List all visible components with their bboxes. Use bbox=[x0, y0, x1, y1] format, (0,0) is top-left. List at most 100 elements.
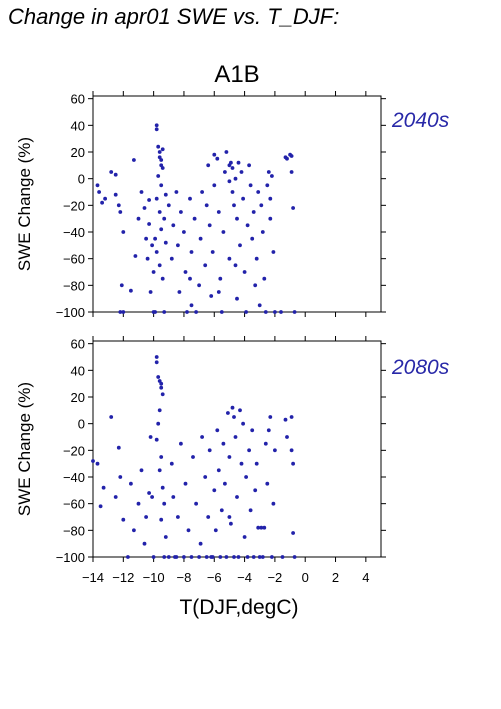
x-tick-label: −14 bbox=[82, 570, 104, 585]
data-point bbox=[159, 183, 164, 188]
data-point bbox=[263, 441, 268, 446]
data-point bbox=[150, 243, 155, 248]
data-point bbox=[221, 441, 226, 446]
data-point bbox=[241, 421, 246, 426]
data-point bbox=[250, 236, 255, 241]
figure-title: Change in apr01 SWE vs. T_DJF: bbox=[8, 4, 340, 29]
data-point bbox=[280, 555, 285, 559]
data-point bbox=[192, 216, 197, 221]
data-point bbox=[197, 283, 202, 288]
data-point bbox=[136, 216, 141, 221]
data-point bbox=[233, 435, 238, 439]
data-point bbox=[203, 263, 208, 268]
data-point bbox=[173, 555, 177, 559]
data-point bbox=[291, 531, 295, 535]
data-point bbox=[95, 183, 100, 188]
data-point bbox=[171, 223, 176, 228]
data-point bbox=[95, 461, 100, 466]
data-point bbox=[229, 521, 233, 526]
y-tick-label: −80 bbox=[63, 278, 85, 293]
data-point bbox=[241, 196, 246, 201]
x-tick-label: −10 bbox=[143, 570, 165, 585]
data-point bbox=[98, 504, 103, 509]
data-point bbox=[289, 154, 294, 158]
data-point bbox=[253, 488, 258, 493]
data-point bbox=[215, 428, 220, 433]
data-point bbox=[119, 283, 124, 288]
data-point bbox=[209, 294, 214, 298]
data-point bbox=[226, 411, 230, 415]
data-point bbox=[163, 240, 168, 245]
data-point bbox=[156, 174, 161, 178]
y-tick-label: −40 bbox=[63, 470, 85, 485]
data-point bbox=[254, 256, 259, 261]
y-axis-label: SWE Change (%) bbox=[15, 137, 34, 271]
data-point bbox=[154, 127, 159, 132]
data-point bbox=[151, 310, 156, 314]
data-point bbox=[121, 310, 126, 314]
data-point bbox=[207, 223, 212, 228]
data-point bbox=[266, 170, 271, 174]
data-point bbox=[154, 437, 159, 442]
data-point bbox=[229, 160, 233, 165]
data-point bbox=[256, 525, 261, 530]
data-point bbox=[194, 501, 199, 506]
data-point bbox=[200, 190, 205, 194]
data-point bbox=[160, 166, 165, 170]
data-point bbox=[218, 555, 223, 559]
data-point bbox=[206, 515, 211, 519]
data-point bbox=[188, 276, 192, 281]
data-point bbox=[227, 455, 232, 459]
data-point bbox=[121, 517, 126, 522]
data-point bbox=[210, 250, 215, 254]
data-point bbox=[136, 501, 141, 506]
data-point bbox=[156, 144, 161, 149]
data-point bbox=[266, 428, 271, 433]
data-point bbox=[126, 555, 130, 559]
data-point bbox=[206, 163, 211, 168]
data-point bbox=[232, 203, 236, 208]
data-point bbox=[121, 230, 126, 234]
data-point bbox=[151, 555, 156, 559]
data-point bbox=[239, 461, 244, 466]
data-point bbox=[235, 495, 239, 499]
data-point bbox=[157, 263, 162, 268]
data-point bbox=[212, 488, 217, 493]
data-point bbox=[118, 210, 123, 214]
data-point bbox=[162, 216, 167, 221]
y-tick-label: −60 bbox=[63, 497, 85, 512]
data-point bbox=[212, 183, 217, 188]
data-point bbox=[247, 448, 252, 453]
data-point bbox=[118, 475, 123, 479]
data-point bbox=[188, 196, 192, 201]
data-point bbox=[265, 481, 270, 486]
data-point bbox=[285, 156, 289, 161]
data-point bbox=[154, 196, 159, 201]
data-point bbox=[236, 555, 241, 559]
data-point bbox=[156, 421, 161, 426]
data-point bbox=[198, 541, 203, 546]
data-point bbox=[224, 555, 229, 559]
data-point bbox=[268, 415, 273, 419]
data-point bbox=[245, 223, 250, 228]
period-label: 2080s bbox=[391, 356, 450, 379]
data-point bbox=[156, 375, 161, 379]
data-point bbox=[251, 555, 256, 559]
data-point bbox=[247, 163, 252, 168]
data-point bbox=[189, 303, 194, 308]
data-point bbox=[176, 515, 180, 519]
data-point bbox=[254, 461, 259, 466]
data-point bbox=[204, 203, 209, 208]
data-point bbox=[139, 468, 144, 473]
data-point bbox=[169, 461, 174, 466]
data-point bbox=[162, 555, 167, 559]
data-point bbox=[256, 190, 261, 194]
x-tick-label: −4 bbox=[237, 570, 252, 585]
data-point bbox=[230, 166, 235, 170]
data-point bbox=[189, 250, 194, 254]
data-point bbox=[166, 203, 171, 208]
data-point bbox=[285, 435, 289, 439]
data-point bbox=[148, 290, 153, 294]
data-point bbox=[262, 276, 267, 281]
data-point bbox=[251, 210, 256, 214]
